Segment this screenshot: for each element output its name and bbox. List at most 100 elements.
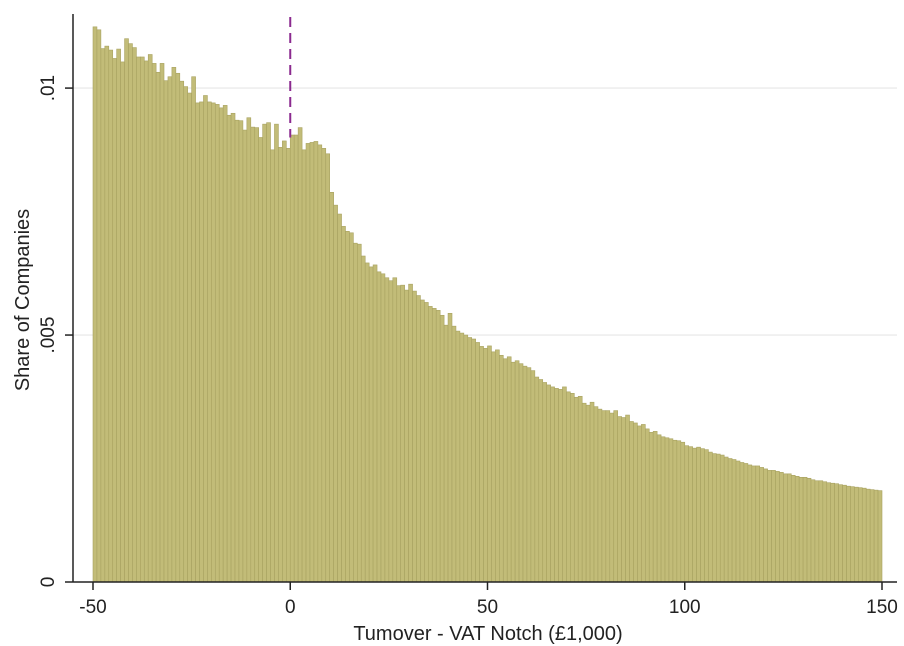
histogram-bar <box>431 308 437 583</box>
histogram-bar <box>274 123 279 583</box>
histogram-bar <box>337 213 342 583</box>
histogram-bar <box>329 192 334 583</box>
histogram-bar <box>727 458 733 583</box>
histogram-bar <box>333 204 338 583</box>
histogram-bar <box>597 408 603 583</box>
histogram-bar <box>155 71 161 583</box>
histogram-bar <box>124 38 129 583</box>
histogram-bar <box>846 485 851 583</box>
histogram-bar <box>581 402 587 583</box>
histogram-bar <box>739 462 745 583</box>
histogram-bar <box>167 76 173 583</box>
histogram-bar <box>116 48 121 583</box>
y-tick-label: .005 <box>38 317 59 354</box>
histogram-bar <box>499 354 504 583</box>
histogram-bar <box>211 102 216 583</box>
histogram-bar <box>467 337 473 583</box>
histogram-bar <box>143 60 149 583</box>
histogram-bar <box>207 101 212 583</box>
histogram-bar <box>289 134 295 583</box>
x-tick-label: 100 <box>669 597 701 618</box>
histogram-bar <box>542 382 547 583</box>
histogram-bar <box>270 149 275 583</box>
histogram-bar <box>214 104 220 583</box>
x-tick-label: 150 <box>866 597 898 618</box>
histogram-bar <box>593 406 599 583</box>
histogram-bar <box>502 358 508 583</box>
histogram-bar <box>388 280 394 583</box>
histogram-bar <box>538 379 544 583</box>
y-tick-label: 0 <box>38 577 59 588</box>
histogram-bar <box>676 440 682 583</box>
histogram-bar <box>605 410 611 583</box>
histogram-bar <box>771 470 776 583</box>
histogram-bar <box>637 425 642 583</box>
histogram-bar <box>104 45 110 583</box>
histogram-bar <box>112 58 117 583</box>
histogram-bar <box>755 465 761 583</box>
histogram-bar <box>861 487 867 583</box>
histogram-bar <box>140 56 145 583</box>
histogram-bar <box>566 391 571 583</box>
histogram-bar <box>321 148 327 583</box>
histogram-bar <box>100 48 106 583</box>
histogram-bar <box>262 123 267 583</box>
histogram-bar <box>798 476 804 583</box>
histogram-bar <box>577 395 583 583</box>
histogram-bar <box>439 314 445 583</box>
histogram-bar <box>743 463 749 583</box>
histogram-bar <box>495 349 500 583</box>
histogram-bar <box>506 356 512 583</box>
histogram-bar <box>483 348 488 583</box>
histogram-bar <box>376 271 382 583</box>
histogram-bar <box>368 266 374 583</box>
histogram-bar <box>96 29 102 583</box>
histogram-bar <box>704 449 709 583</box>
histogram-bar <box>700 448 705 583</box>
histogram-bar <box>822 481 828 583</box>
histogram-bar <box>254 127 259 583</box>
histogram-bar <box>625 414 630 583</box>
histogram-bar <box>349 232 354 583</box>
bars <box>92 26 883 583</box>
histogram-bar <box>353 242 358 583</box>
histogram-bar <box>455 330 461 583</box>
histogram-bar <box>838 484 843 583</box>
histogram-bar <box>779 472 784 583</box>
histogram-bar <box>234 119 240 583</box>
histogram-bar <box>719 454 725 583</box>
histogram-bar <box>416 295 421 583</box>
histogram-bar <box>360 255 366 583</box>
histogram-bar <box>830 482 835 583</box>
histogram-bar <box>806 477 812 583</box>
histogram-bar <box>266 122 271 583</box>
histogram-bar <box>802 476 808 583</box>
histogram-bar <box>708 451 713 583</box>
histogram-bar <box>834 483 839 583</box>
histogram-bar <box>585 404 591 583</box>
x-tick-label: 50 <box>477 597 498 618</box>
histogram-bar <box>826 482 832 583</box>
histogram-bar <box>364 262 370 583</box>
histogram-bar <box>696 446 701 583</box>
histogram-bar <box>510 361 516 583</box>
histogram-bar <box>763 468 768 583</box>
histogram-bar <box>684 445 689 583</box>
histogram-bar <box>558 389 563 583</box>
histogram-bar <box>562 386 567 583</box>
histogram-bar <box>648 432 654 583</box>
histogram-bar <box>668 438 674 583</box>
histogram-bar <box>313 141 319 583</box>
histogram-bar <box>787 473 792 583</box>
histogram-bar <box>451 325 457 583</box>
histogram-bar <box>818 480 824 583</box>
histogram-bar <box>790 475 796 583</box>
histogram-bar <box>723 456 729 583</box>
histogram-bar <box>471 338 476 583</box>
histogram-bar <box>731 459 737 583</box>
histogram-bar <box>759 467 764 583</box>
histogram-bar <box>195 102 200 583</box>
histogram-bar <box>794 476 800 583</box>
histogram-bar <box>372 264 378 583</box>
histogram-bar <box>175 72 181 583</box>
